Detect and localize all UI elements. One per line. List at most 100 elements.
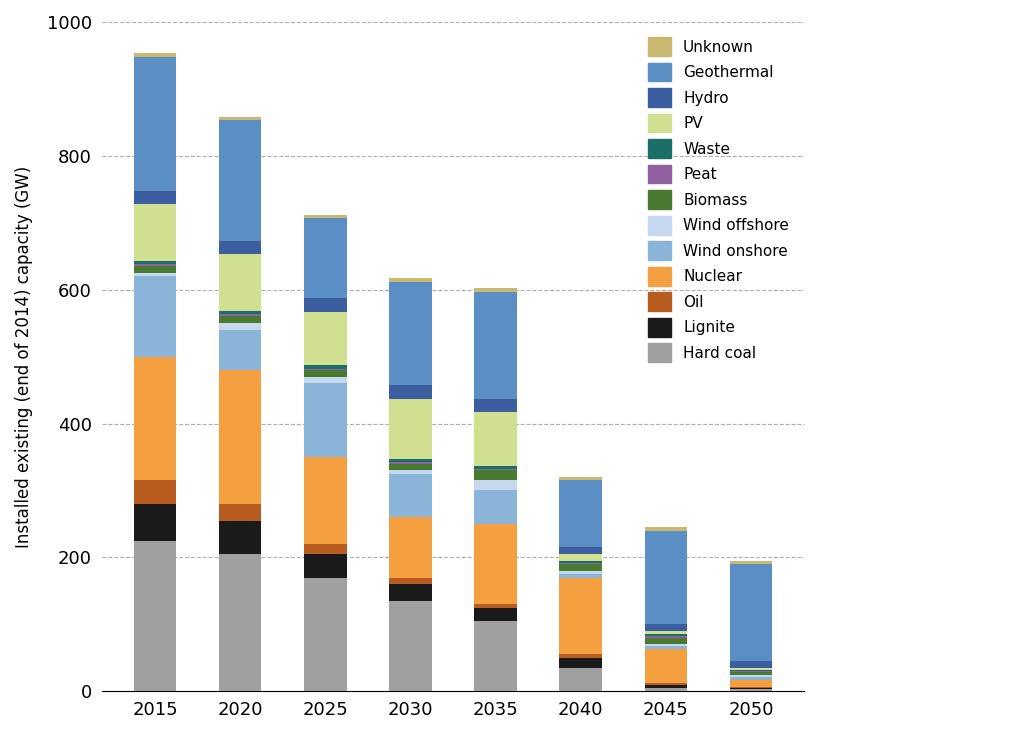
Bar xyxy=(219,314,261,316)
Bar xyxy=(219,316,261,323)
Bar xyxy=(389,470,432,473)
Bar xyxy=(219,554,261,691)
Bar xyxy=(730,672,772,675)
Bar xyxy=(219,117,261,120)
Bar xyxy=(474,621,517,691)
Bar xyxy=(134,541,176,691)
Bar xyxy=(304,383,346,457)
Bar xyxy=(219,504,261,520)
Bar xyxy=(474,413,517,466)
Bar xyxy=(134,54,176,57)
Bar xyxy=(219,323,261,330)
Bar xyxy=(730,561,772,564)
Bar xyxy=(730,668,772,670)
Bar xyxy=(304,377,346,383)
Bar xyxy=(389,282,432,385)
Bar xyxy=(219,254,261,311)
Bar xyxy=(219,311,261,314)
Bar xyxy=(644,685,687,688)
Bar xyxy=(730,661,772,668)
Bar xyxy=(134,276,176,357)
Bar xyxy=(134,191,176,204)
Bar xyxy=(474,608,517,621)
Bar xyxy=(474,470,517,481)
Bar xyxy=(730,680,772,686)
Bar xyxy=(474,291,517,399)
Bar xyxy=(134,357,176,481)
Bar xyxy=(304,368,346,370)
Bar xyxy=(304,366,346,368)
Bar xyxy=(389,578,432,584)
Bar xyxy=(644,636,687,638)
Bar xyxy=(304,312,346,366)
Bar xyxy=(134,481,176,504)
Bar xyxy=(474,604,517,608)
Legend: Unknown, Geothermal, Hydro, PV, Waste, Peat, Biomass, Wind offshore, Wind onshor: Unknown, Geothermal, Hydro, PV, Waste, P… xyxy=(640,29,797,370)
Bar xyxy=(389,278,432,282)
Bar xyxy=(304,370,346,377)
Bar xyxy=(389,473,432,517)
Bar xyxy=(474,481,517,490)
Bar xyxy=(134,57,176,191)
Bar xyxy=(474,399,517,413)
Bar xyxy=(644,631,687,634)
Bar xyxy=(730,677,772,680)
Bar xyxy=(644,638,687,644)
Bar xyxy=(559,571,602,574)
Bar xyxy=(304,299,346,312)
Bar xyxy=(134,264,176,266)
Bar xyxy=(304,554,346,578)
Bar xyxy=(559,655,602,658)
Bar xyxy=(644,646,687,649)
Bar xyxy=(219,120,261,241)
Bar xyxy=(559,578,602,655)
Bar xyxy=(134,204,176,261)
Bar xyxy=(644,634,687,636)
Bar xyxy=(644,683,687,685)
Bar xyxy=(219,330,261,370)
Bar xyxy=(389,517,432,578)
Bar xyxy=(644,688,687,691)
Bar xyxy=(389,459,432,462)
Bar xyxy=(559,548,602,554)
Bar xyxy=(559,561,602,563)
Bar xyxy=(559,668,602,691)
Bar xyxy=(730,564,772,661)
Bar xyxy=(219,370,261,504)
Bar xyxy=(134,266,176,273)
Bar xyxy=(304,457,346,544)
Bar xyxy=(389,464,432,470)
Bar xyxy=(389,399,432,459)
Bar xyxy=(559,574,602,578)
Bar xyxy=(559,563,602,564)
Bar xyxy=(304,544,346,554)
Bar xyxy=(559,477,602,481)
Bar xyxy=(559,481,602,548)
Bar xyxy=(474,490,517,524)
Bar xyxy=(730,675,772,677)
Bar xyxy=(559,554,602,561)
Bar xyxy=(559,658,602,668)
Bar xyxy=(559,564,602,571)
Bar xyxy=(730,689,772,691)
Bar xyxy=(730,688,772,689)
Bar xyxy=(474,466,517,469)
Bar xyxy=(644,644,687,646)
Bar xyxy=(389,601,432,691)
Bar xyxy=(474,469,517,470)
Bar xyxy=(304,215,346,218)
Bar xyxy=(134,273,176,276)
Bar xyxy=(219,241,261,254)
Bar xyxy=(389,462,432,464)
Bar xyxy=(644,527,687,531)
Bar xyxy=(304,578,346,691)
Y-axis label: Installed existing (end of 2014) capacity (GW): Installed existing (end of 2014) capacit… xyxy=(15,165,33,548)
Bar xyxy=(389,584,432,601)
Bar xyxy=(134,261,176,264)
Bar xyxy=(644,531,687,625)
Bar xyxy=(219,520,261,554)
Bar xyxy=(304,218,346,299)
Bar xyxy=(644,625,687,631)
Bar xyxy=(730,670,772,671)
Bar xyxy=(730,686,772,688)
